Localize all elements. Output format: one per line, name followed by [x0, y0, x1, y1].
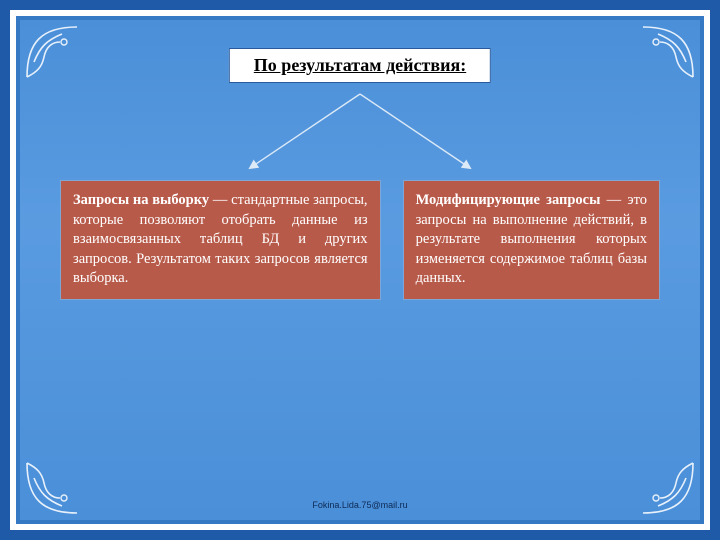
- outer-frame: По результатам действия: Запросы на выбо…: [0, 0, 720, 540]
- cards-row: Запросы на выборку — стандартные запросы…: [60, 180, 660, 300]
- card-lead: Модифицирующие запросы: [416, 192, 601, 208]
- slide-title: По результатам действия:: [229, 48, 491, 83]
- card-modify-queries: Модифицирующие запросы — это запросы на …: [403, 180, 660, 300]
- mid-frame: По результатам действия: Запросы на выбо…: [10, 10, 710, 530]
- slide-canvas: По результатам действия: Запросы на выбо…: [20, 20, 700, 520]
- arrow-left: [250, 94, 360, 168]
- inner-frame: По результатам действия: Запросы на выбо…: [16, 16, 704, 524]
- card-select-queries: Запросы на выборку — стандартные запросы…: [60, 180, 381, 300]
- flourish-icon: [638, 22, 698, 82]
- arrow-right: [360, 94, 470, 168]
- flourish-icon: [22, 22, 82, 82]
- connector-arrows: [210, 86, 510, 176]
- footer-credit: Fokina.Lida.75@mail.ru: [20, 500, 700, 510]
- card-lead: Запросы на выборку: [73, 192, 209, 208]
